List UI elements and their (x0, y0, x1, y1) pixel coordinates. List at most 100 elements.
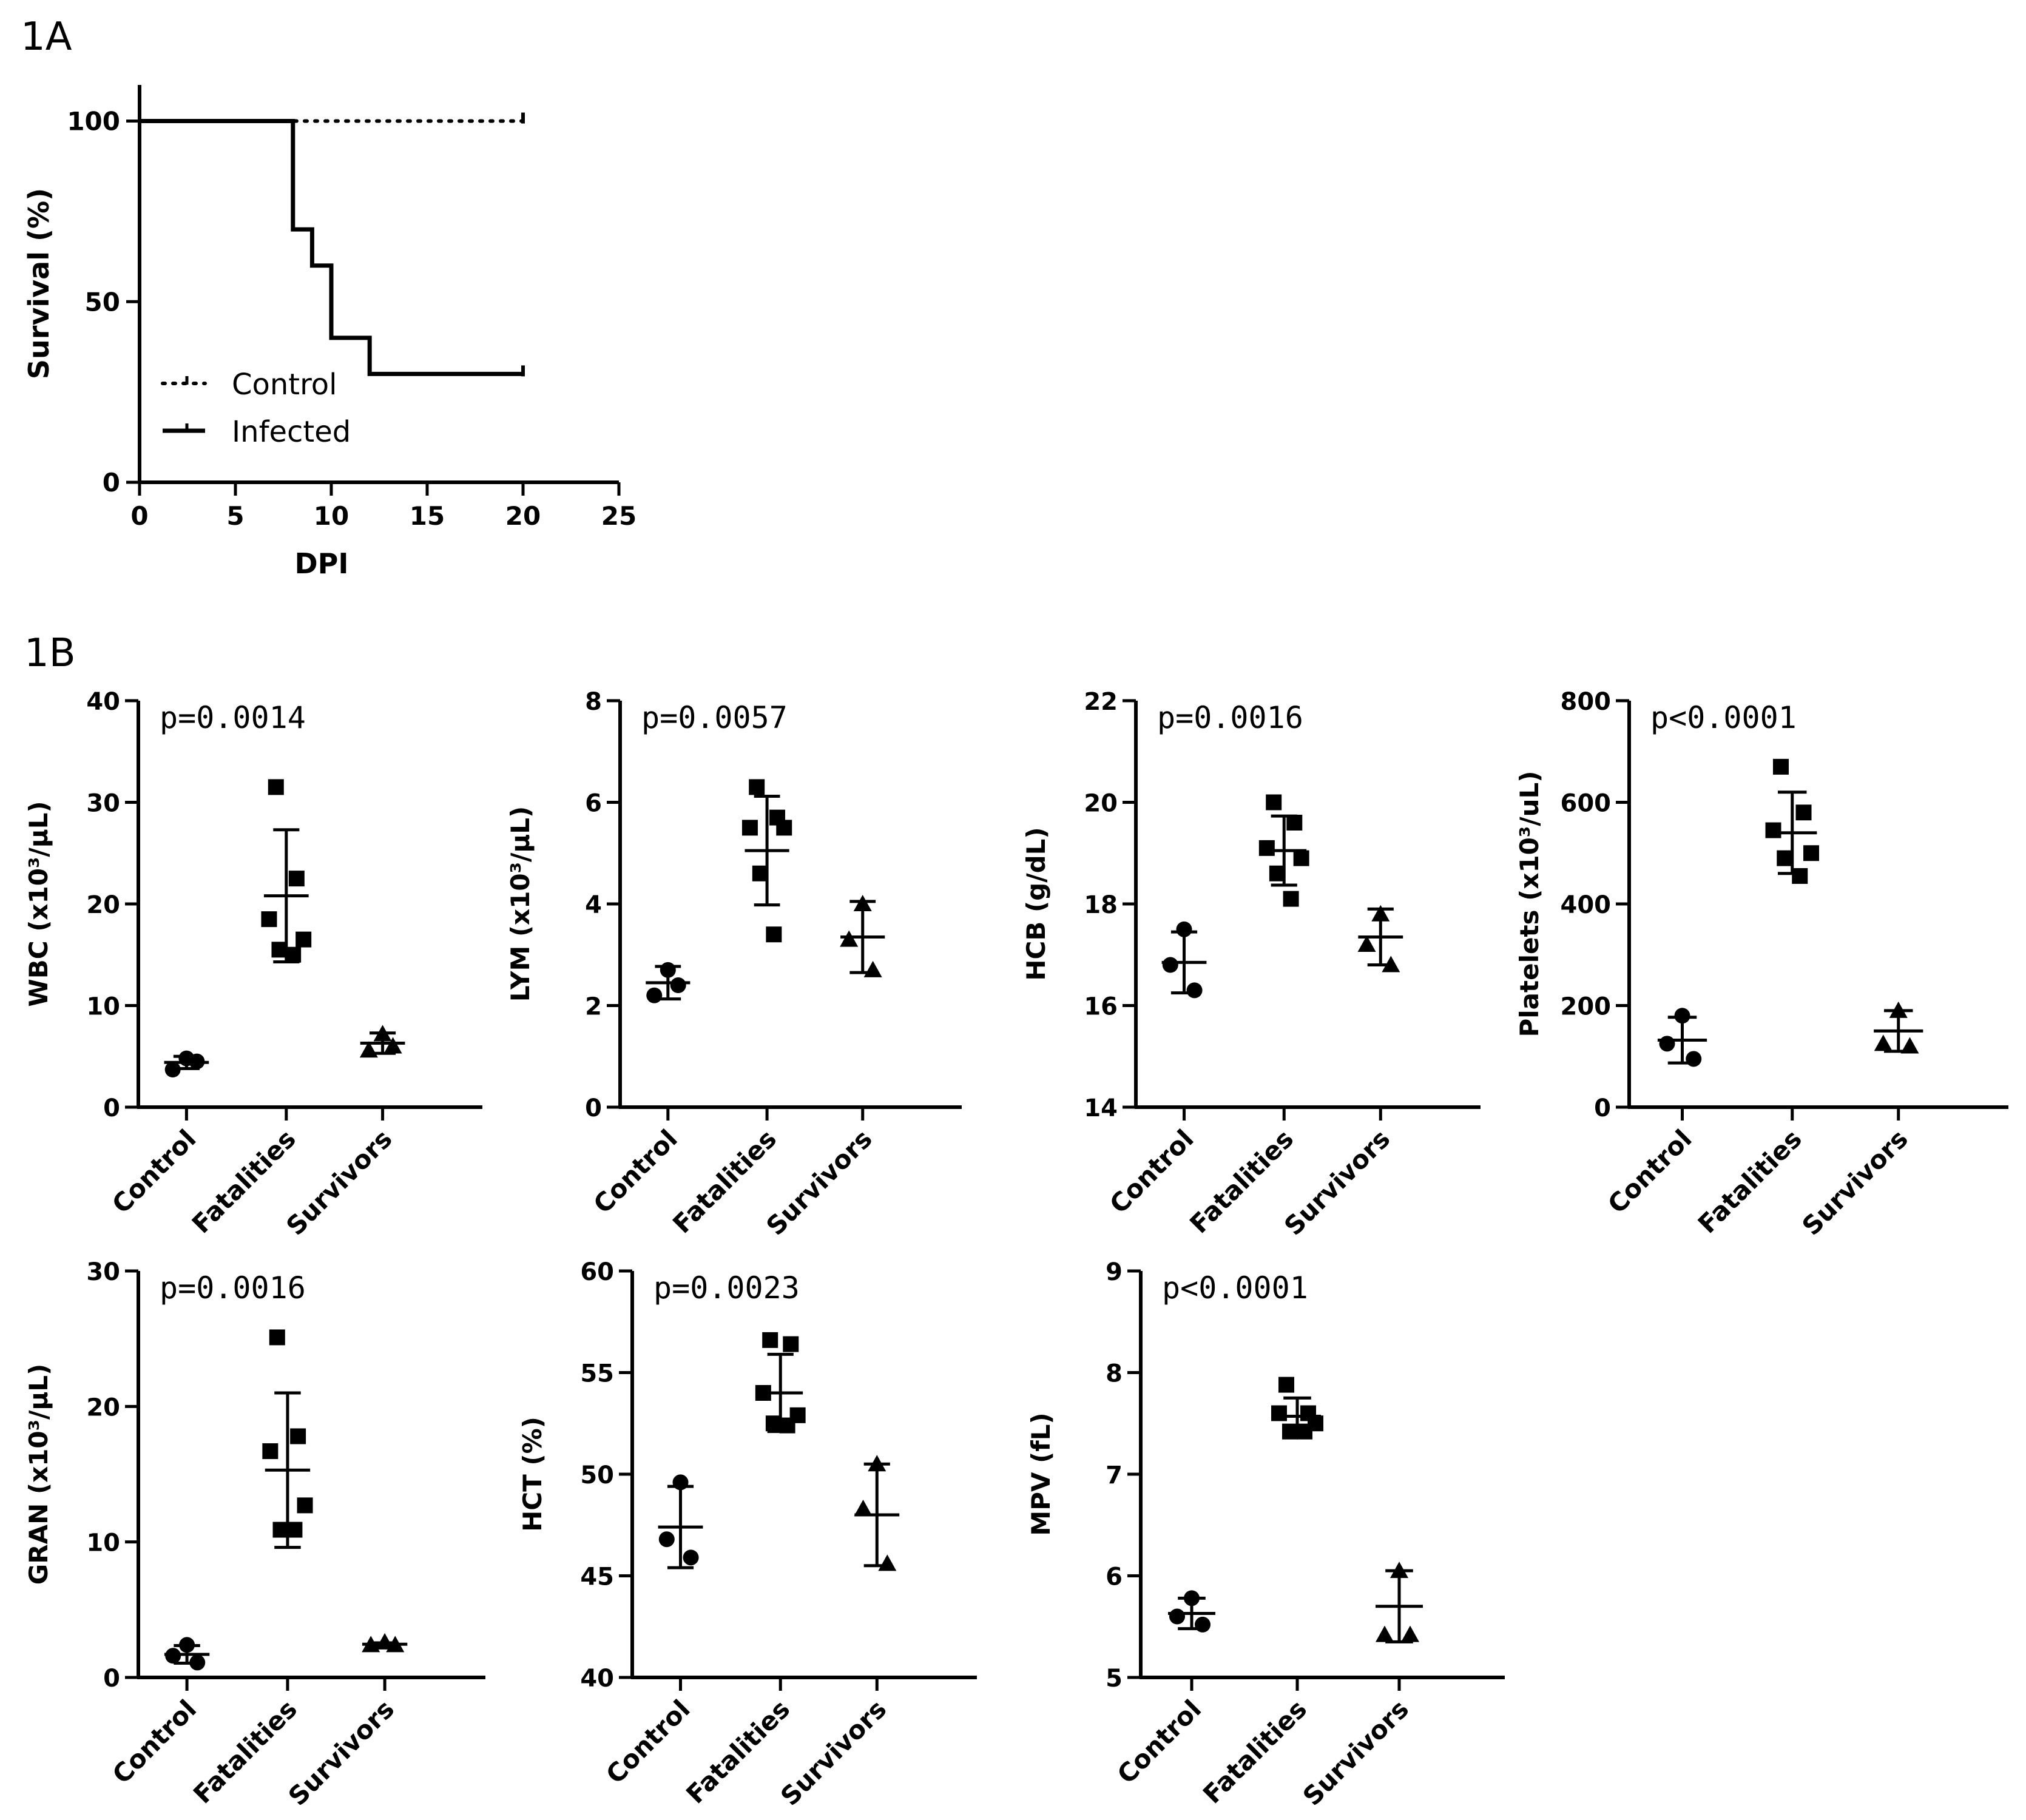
data-point-circle (1686, 1051, 1702, 1067)
x-tick-label: Control (1104, 1124, 1199, 1219)
p-value: p<0.0001 (1162, 1270, 1308, 1306)
y-tick-label: 8 (585, 688, 602, 716)
data-point-square (749, 779, 765, 795)
data-point-square (755, 1385, 771, 1401)
survival-chart: 0 5 10 15 20 25 0 50 100 DPI Survival (%) Control In… (22, 85, 637, 580)
data-point-square (1269, 865, 1285, 881)
legend-label-control: Control (232, 368, 337, 402)
y-tick-label: 0 (103, 468, 120, 497)
data-point-triangle (853, 895, 872, 911)
y-axis-title: HCT (%) (518, 1417, 547, 1532)
data-point-triangle (1889, 1001, 1908, 1018)
data-point-square (1283, 891, 1299, 907)
data-point-triangle (878, 1554, 897, 1571)
data-point-triangle (1371, 905, 1390, 922)
data-point-triangle (840, 930, 859, 947)
y-tick-label: 4 (585, 891, 602, 919)
data-point-circle (672, 1474, 689, 1491)
y-tick-label: 0 (585, 1094, 602, 1122)
data-point-square (765, 1415, 782, 1432)
data-point-square (1765, 822, 1781, 838)
data-point-square (268, 779, 284, 795)
data-point-triangle (362, 1636, 380, 1653)
panel-a-label: 1A (21, 15, 72, 59)
y-axis-title: HCB (g/dL) (1021, 827, 1051, 980)
data-point-triangle (359, 1041, 378, 1058)
data-point-triangle (1874, 1034, 1893, 1051)
x-tick-label: Survivors (1297, 1694, 1414, 1811)
y-tick-label: 100 (67, 107, 120, 136)
y-axis-title: LYM (x10³/μL) (505, 806, 535, 1002)
data-point-square (1792, 868, 1808, 884)
data-point-triangle (868, 1455, 886, 1472)
y-tick-label: 40 (580, 1665, 614, 1693)
data-point-circle (683, 1549, 699, 1566)
data-point-circle (1162, 957, 1178, 973)
data-point-square (1271, 1405, 1287, 1421)
x-tick-label: Survivors (775, 1694, 892, 1811)
p-value: p=0.0016 (1157, 700, 1303, 735)
data-point-square (783, 1336, 799, 1352)
x-tick-label: 15 (410, 501, 445, 531)
p-value: p=0.0014 (160, 700, 306, 735)
y-tick-label: 10 (86, 1529, 120, 1557)
data-point-square (271, 942, 288, 958)
x-tick-label: Control (600, 1694, 695, 1789)
data-point-circle (1659, 1036, 1675, 1052)
data-point-circle (1176, 921, 1192, 937)
y-tick-label: 6 (1106, 1563, 1123, 1591)
x-tick-label: Control (587, 1124, 683, 1219)
data-point-triangle (1382, 956, 1400, 972)
y-tick-label: 200 (1561, 993, 1612, 1021)
data-point-triangle (383, 1037, 402, 1054)
y-tick-label: 8 (1106, 1360, 1123, 1388)
data-point-square (272, 1522, 289, 1538)
y-axis-title: WBC (x10³/μL) (24, 801, 53, 1006)
y-axis-title: Platelets (x10³/uL) (1514, 771, 1544, 1037)
y-tick-label: 22 (1084, 688, 1118, 716)
y-tick-label: 600 (1561, 790, 1612, 818)
p-value: p<0.0001 (1650, 700, 1797, 735)
data-point-square (286, 1522, 303, 1538)
x-tick-label: Fatalities (1692, 1124, 1808, 1239)
data-point-circle (179, 1637, 195, 1653)
data-point-circle (164, 1062, 181, 1078)
y-tick-label: 400 (1561, 891, 1612, 919)
y-tick-label: 800 (1561, 688, 1612, 716)
data-point-circle (189, 1053, 205, 1070)
p-value: p=0.0023 (653, 1270, 800, 1306)
data-point-square (269, 1329, 285, 1346)
x-tick-label: 20 (505, 501, 541, 531)
y-axis-title: GRAN (x10³/μL) (24, 1364, 53, 1585)
data-point-circle (189, 1654, 206, 1671)
x-tick-label: Survivors (1796, 1124, 1913, 1241)
data-point-circle (165, 1648, 181, 1664)
y-tick-label: 5 (1106, 1665, 1123, 1693)
data-point-square (262, 1443, 279, 1460)
y-tick-label: 20 (86, 891, 120, 919)
y-tick-label: 55 (580, 1360, 614, 1388)
data-point-circle (1674, 1008, 1690, 1024)
y-tick-label: 30 (86, 790, 120, 818)
data-point-square (1795, 804, 1812, 821)
x-tick-label: Control (106, 1124, 201, 1219)
data-point-square (297, 1497, 313, 1514)
y-tick-label: 0 (1594, 1094, 1611, 1122)
x-tick-label: Control (1112, 1694, 1207, 1789)
y-tick-label: 20 (1084, 790, 1118, 818)
y-tick-label: 20 (86, 1394, 120, 1421)
data-point-square (741, 820, 758, 836)
x-tick-label: Fatalities (1197, 1694, 1312, 1809)
data-point-circle (1184, 1590, 1200, 1606)
x-tick-label: Survivors (1278, 1124, 1396, 1241)
data-point-square (1293, 850, 1309, 866)
x-tick-label: 25 (601, 501, 637, 531)
data-point-square (288, 871, 305, 887)
data-point-square (1777, 850, 1793, 866)
y-tick-label: 50 (580, 1461, 614, 1489)
y-tick-label: 7 (1106, 1461, 1123, 1489)
y-tick-label: 60 (580, 1258, 614, 1286)
